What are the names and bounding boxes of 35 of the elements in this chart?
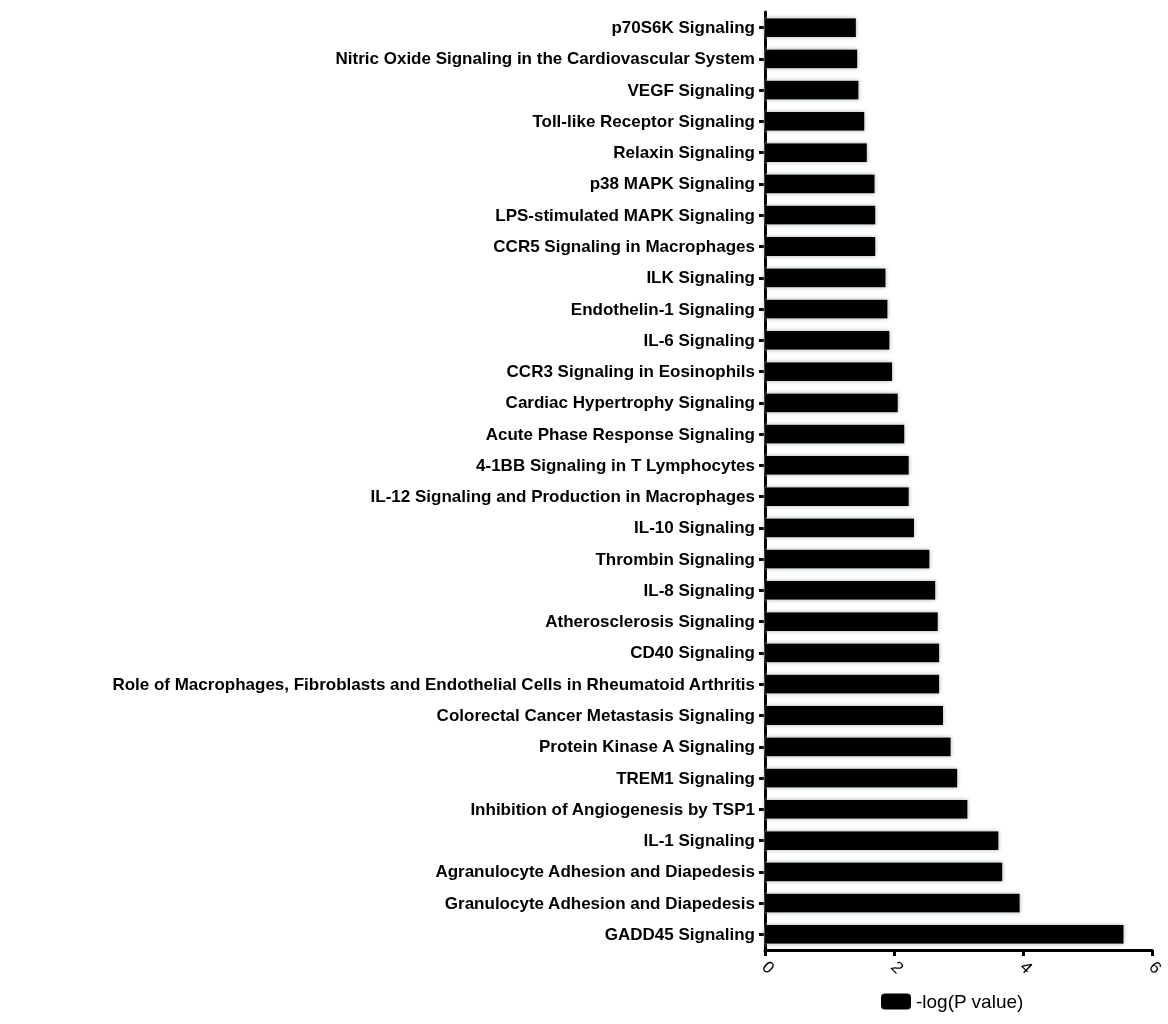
y-tick-label: Acute Phase Response Signaling xyxy=(485,424,755,444)
y-tick-label: IL-1 Signaling xyxy=(643,831,755,851)
legend-label: -log(P value) xyxy=(916,991,1024,1012)
y-tick-label: p70S6K Signaling xyxy=(611,18,755,38)
y-tick-label: GADD45 Signaling xyxy=(604,924,755,944)
y-tick-label: CCR3 Signaling in Eosinophils xyxy=(506,362,755,382)
y-tick-label: TREM1 Signaling xyxy=(616,768,755,788)
x-tick-label: 0 xyxy=(758,957,779,978)
y-tick-label: p38 MAPK Signaling xyxy=(589,174,755,194)
x-tick-label: 2 xyxy=(887,957,908,978)
y-tick-label: Toll-like Receptor Signaling xyxy=(532,111,755,131)
y-tick-label: CCR5 Signaling in Macrophages xyxy=(493,237,755,256)
y-tick-label: Nitric Oxide Signaling in the Cardiovascular System xyxy=(335,49,755,69)
y-tick-label: Agranulocyte Adhesion and Diapedesis xyxy=(435,862,755,882)
y-tick-label: Relaxin Signaling xyxy=(613,143,755,163)
y-tick-label: Granulocyte Adhesion and Diapedesis xyxy=(444,893,755,913)
y-tick-label: LPS-stimulated MAPK Signaling xyxy=(495,205,755,225)
y-tick-label: Colorectal Cancer Metastasis Signaling xyxy=(436,706,755,725)
y-tick-label: ILK Signaling xyxy=(646,268,755,288)
x-tick-label: 4 xyxy=(1016,957,1037,978)
y-tick-label: IL-10 Signaling xyxy=(634,518,755,538)
y-tick-label: Role of Macrophages, Fibroblasts and Endothelial Cells in Rheumatoid Arthritis xyxy=(112,674,755,694)
y-tick-label: IL-6 Signaling xyxy=(643,330,755,350)
y-tick-label: Inhibition of Angiogenesis by TSP1 xyxy=(470,799,755,819)
x-tick-label: 6 xyxy=(1145,957,1166,978)
y-tick-label: Cardiac Hypertrophy Signaling xyxy=(505,393,755,413)
y-tick-label: CD40 Signaling xyxy=(630,643,755,663)
y-tick-label: Thrombin Signaling xyxy=(595,549,755,569)
y-tick-label: Atherosclerosis Signaling xyxy=(545,612,755,632)
y-tick-label: Endothelin-1 Signaling xyxy=(570,299,755,319)
y-tick-label: VEGF Signaling xyxy=(627,80,755,100)
y-tick-label: IL-12 Signaling and Production in Macrophages xyxy=(370,487,755,507)
y-tick-label: Protein Kinase A Signaling xyxy=(539,737,755,757)
y-tick-label: 4-1BB Signaling in T Lymphocytes xyxy=(476,455,755,475)
y-tick-label: IL-8 Signaling xyxy=(643,580,755,600)
